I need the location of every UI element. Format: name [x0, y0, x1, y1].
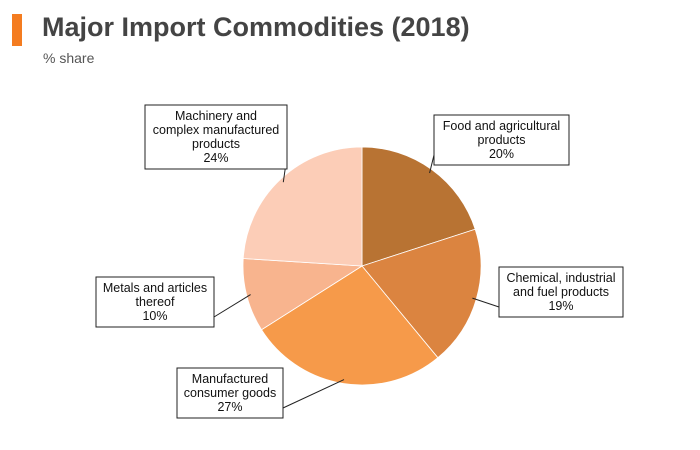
label-leader-line: [429, 154, 435, 174]
pie-slice: [242, 258, 364, 331]
pie-slices: [242, 146, 482, 386]
slice-label-box: [144, 104, 288, 170]
label-leader-line: [282, 379, 345, 409]
pie-slice: [242, 146, 363, 267]
chart-title: Major Import Commodities (2018): [42, 12, 470, 42]
slice-name-label: Food and agricultural: [443, 119, 560, 133]
label-leader-line: [213, 294, 251, 318]
slice-label-box: [498, 266, 624, 318]
slice-value-label: 27%: [217, 400, 242, 414]
chart-subtitle: % share: [43, 50, 95, 66]
slice-name-label: and fuel products: [513, 285, 609, 299]
pie-labels: Food and agriculturalproducts20%Chemical…: [95, 104, 624, 419]
slice-name-label: Chemical, industrial: [506, 271, 615, 285]
slice-value-label: 20%: [489, 147, 514, 161]
title-accent-bar: [12, 14, 22, 46]
slice-value-label: 10%: [142, 309, 167, 323]
pie-slice: [260, 265, 439, 386]
slice-name-label: Manufactured: [192, 372, 268, 386]
slice-value-label: 19%: [548, 299, 573, 313]
slice-name-label: consumer goods: [184, 386, 276, 400]
label-leader-line: [472, 297, 500, 308]
pie-slice: [361, 146, 476, 267]
slice-label-box: [433, 114, 570, 166]
slice-name-label: Metals and articles: [103, 281, 207, 295]
slice-name-label: products: [478, 133, 526, 147]
slice-value-label: 24%: [203, 151, 228, 165]
slice-label-box: [176, 367, 284, 419]
slice-name-label: complex manufactured: [153, 123, 280, 137]
slice-label-box: [95, 276, 215, 328]
slice-name-label: products: [192, 137, 240, 151]
slice-name-label: Machinery and: [175, 109, 257, 123]
slice-name-label: thereof: [136, 295, 175, 309]
